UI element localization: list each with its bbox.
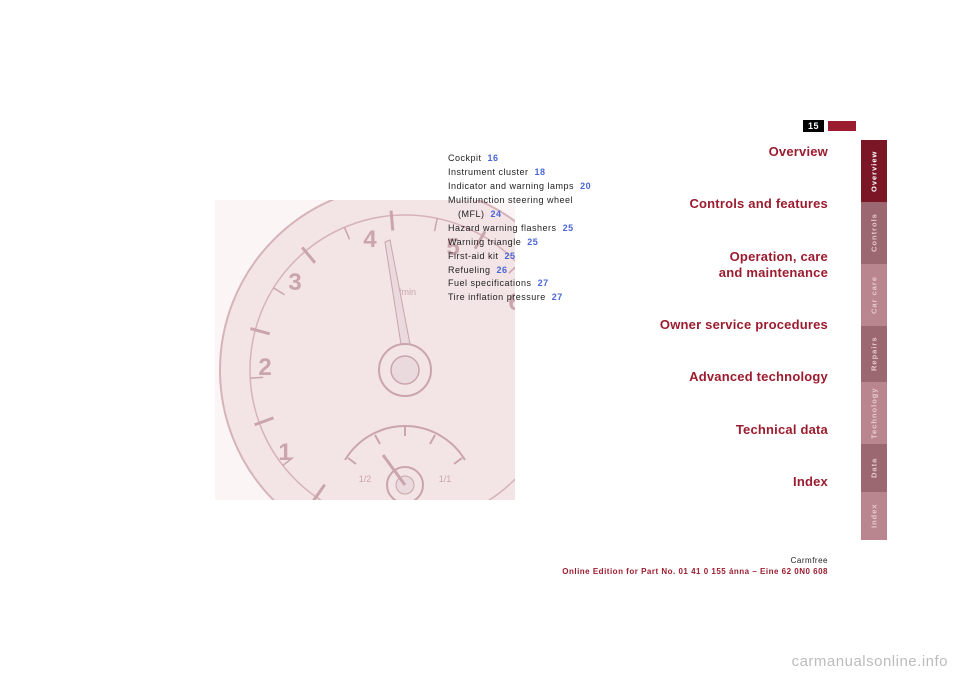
tab-car-care[interactable]: Car care bbox=[861, 264, 887, 326]
svg-text:1: 1 bbox=[278, 439, 291, 466]
svg-text:2: 2 bbox=[258, 354, 271, 381]
tab-index[interactable]: Index bbox=[861, 492, 887, 540]
page-number-row: 15 bbox=[803, 120, 856, 132]
heading-technical-data[interactable]: Technical data bbox=[618, 422, 828, 438]
svg-text:3: 3 bbox=[288, 269, 301, 296]
watermark: carmanualsonline.info bbox=[792, 653, 948, 670]
page-number: 15 bbox=[803, 120, 824, 132]
footer-site: Carmfree bbox=[562, 556, 828, 565]
tab-controls[interactable]: Controls bbox=[861, 202, 887, 264]
heading-index[interactable]: Index bbox=[618, 474, 828, 490]
tab-repairs[interactable]: Repairs bbox=[861, 326, 887, 382]
heading-overview[interactable]: Overview bbox=[618, 144, 828, 160]
svg-text:1/1: 1/1 bbox=[439, 474, 452, 484]
heading-operation[interactable]: Operation, care and maintenance bbox=[618, 249, 828, 282]
footer-manual-ref: Online Edition for Part No. 01 41 0 155 … bbox=[562, 567, 828, 576]
side-tabs: OverviewControlsCar careRepairsTechnolog… bbox=[861, 140, 887, 540]
tab-overview[interactable]: Overview bbox=[861, 140, 887, 202]
heading-owner-service[interactable]: Owner service procedures bbox=[618, 317, 828, 333]
svg-text:4: 4 bbox=[363, 226, 377, 253]
page-footer: Carmfree Online Edition for Part No. 01 … bbox=[562, 556, 828, 576]
svg-text:1/2: 1/2 bbox=[359, 474, 372, 484]
heading-controls[interactable]: Controls and features bbox=[618, 196, 828, 212]
page-number-accent bbox=[828, 121, 856, 131]
tab-data[interactable]: Data bbox=[861, 444, 887, 492]
tab-technology[interactable]: Technology bbox=[861, 382, 887, 444]
section-headings: Overview Controls and features Operation… bbox=[618, 144, 828, 526]
heading-advanced-tech[interactable]: Advanced technology bbox=[618, 369, 828, 385]
